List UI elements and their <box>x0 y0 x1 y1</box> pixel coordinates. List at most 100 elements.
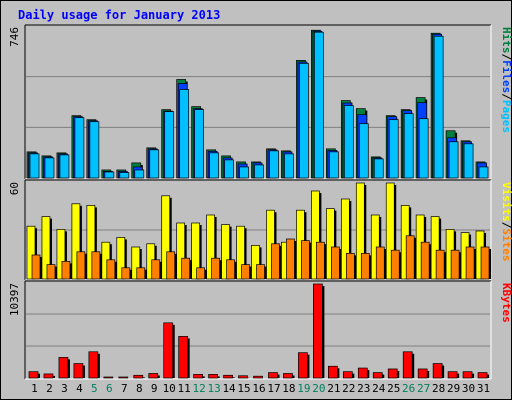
visits-bar-body <box>176 222 186 280</box>
kbytes-bar-body <box>253 375 263 379</box>
x-tick-label: 1 <box>31 382 38 395</box>
kbytes-bar <box>357 367 370 379</box>
sites-bar-body <box>316 241 325 280</box>
sites-bar-body <box>181 257 191 280</box>
kbytes-bar <box>193 374 205 379</box>
pages-bar <box>104 171 115 179</box>
pages-bar <box>74 117 85 179</box>
visits-bar <box>206 214 217 280</box>
visits-bar <box>41 216 52 280</box>
pages-bar-body <box>149 149 160 179</box>
pages-bar <box>194 109 204 179</box>
pages-bar <box>373 158 384 179</box>
sites-bar <box>76 251 87 280</box>
kbytes-bar <box>417 368 430 379</box>
sites-bar-body <box>151 259 161 280</box>
kbytes-bar <box>118 376 129 379</box>
sites-bar-body <box>286 238 295 280</box>
kbytes-bar <box>432 363 445 379</box>
x-tick-label: 29 <box>447 382 460 395</box>
visits-bar <box>355 182 367 280</box>
visits-bar <box>131 246 142 280</box>
panel-hits: 746 Hits/Files/Pages <box>8 24 512 180</box>
visits-bar-body <box>430 216 440 280</box>
sites-bar-body <box>226 259 235 280</box>
pages-bar <box>433 35 444 179</box>
kbytes-bar <box>313 283 325 379</box>
pages-bar <box>119 172 130 179</box>
sites-bar <box>241 264 252 280</box>
x-tick-label: 19 <box>297 382 310 395</box>
x-tick-label: 31 <box>477 382 490 395</box>
kbytes-bar <box>283 373 295 379</box>
visits-bars <box>26 182 492 280</box>
x-tick-label: 3 <box>61 382 68 395</box>
hits-bars <box>26 29 489 179</box>
sites-bar <box>420 241 432 280</box>
x-tick-label: 8 <box>136 382 143 395</box>
visits-bar <box>86 205 97 280</box>
sites-bar-body <box>211 257 220 280</box>
pages-bar <box>448 141 459 179</box>
legend-entry: Sites <box>500 228 512 261</box>
pages-bar <box>164 111 175 179</box>
visits-bar <box>161 195 172 280</box>
kbytes-bar <box>372 372 385 379</box>
visits-bar <box>251 245 262 280</box>
sites-bar-body <box>46 264 56 280</box>
kbytes-bar <box>88 351 100 379</box>
visits-bar-body <box>71 203 81 280</box>
kbytes-bars <box>28 283 490 379</box>
kbytes-bar-body <box>462 371 473 379</box>
pages-bar <box>403 113 414 179</box>
kbytes-bar-body <box>163 322 174 379</box>
pages-bar <box>149 149 160 179</box>
sites-bar <box>256 264 267 280</box>
x-tick-label: 14 <box>222 382 236 395</box>
sites-bar <box>450 249 462 280</box>
sites-bar <box>136 267 147 280</box>
visits-bar <box>311 190 322 280</box>
visits-bar-body <box>26 225 36 280</box>
pages-bar <box>239 166 249 179</box>
pages-bar-body <box>209 152 219 179</box>
legend-entry: / <box>500 54 512 61</box>
pages-bar-body <box>194 109 204 179</box>
kbytes-bar <box>73 363 85 379</box>
kbytes-bar-body <box>477 372 488 379</box>
visits-bar-body <box>206 214 215 280</box>
kbytes-bar-body <box>387 368 398 379</box>
pages-bar-body <box>373 158 384 179</box>
x-tick-label: 28 <box>432 382 445 395</box>
sites-bar <box>465 246 477 280</box>
sites-bar <box>196 267 207 280</box>
pages-bar <box>134 169 145 179</box>
pages-bar-body <box>74 117 85 179</box>
kbytes-bar-body <box>342 371 353 379</box>
legend-entry: KBytes <box>500 283 512 323</box>
x-tick-label: 7 <box>121 382 128 395</box>
visits-bar-body <box>236 225 245 280</box>
kbytes-bar-body <box>298 352 308 379</box>
pages-bar-body <box>418 118 429 179</box>
pages-bar <box>179 89 190 179</box>
kbytes-bar-body <box>357 367 368 379</box>
pages-bar-body <box>119 172 130 179</box>
pages-bar <box>254 164 264 179</box>
kbytes-bar <box>253 375 263 379</box>
pages-bar-body <box>89 121 100 179</box>
pages-bar <box>418 118 429 179</box>
panel-visits-legend: Visits/Sites <box>500 182 512 262</box>
x-tick-label: 11 <box>178 382 191 395</box>
panel-hits-max-label: 746 <box>8 27 21 47</box>
sites-bar <box>286 238 297 280</box>
pages-bar-body <box>224 159 234 179</box>
visits-bar-body <box>41 216 51 280</box>
kbytes-bar <box>208 374 220 379</box>
kbytes-bar <box>238 375 250 379</box>
sites-bar-body <box>301 240 310 280</box>
sites-bar-body <box>91 251 101 280</box>
kbytes-bar-body <box>73 363 84 379</box>
visits-bar <box>221 224 232 280</box>
panel-kbytes-max-label: 10397 <box>8 283 21 316</box>
